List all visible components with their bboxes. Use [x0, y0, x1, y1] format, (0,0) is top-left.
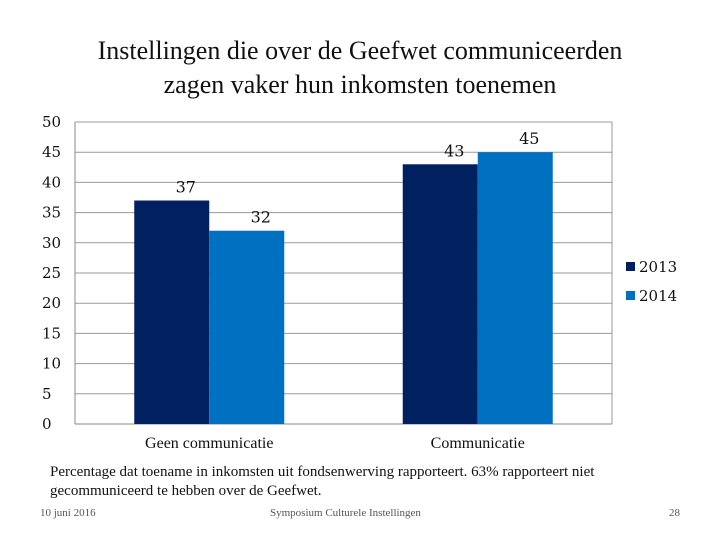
x-category-label: Geen communicatie — [145, 435, 273, 452]
y-tick-label: 10 — [42, 355, 61, 373]
y-tick-label: 15 — [42, 324, 61, 342]
bar-2013-2 — [402, 164, 478, 424]
y-tick-label: 25 — [42, 264, 61, 282]
data-label: 37 — [176, 178, 196, 197]
title-line-1: Instellingen die over de Geefwet communi… — [97, 36, 623, 65]
bar-2014-1 — [209, 230, 285, 424]
legend-swatch-2014 — [626, 291, 635, 300]
x-category-label: Communicatie — [431, 435, 525, 452]
y-tick-label: 40 — [42, 173, 61, 191]
y-tick-label: 35 — [42, 204, 61, 222]
y-tick-label: 5 — [42, 385, 52, 403]
y-tick-label: 20 — [42, 294, 61, 312]
legend-label: 2014 — [639, 287, 677, 305]
data-label: 43 — [444, 141, 464, 160]
footer-event: Symposium Culturele Instellingen — [270, 507, 421, 519]
legend-swatch-2013 — [626, 262, 635, 271]
bar-2013-1 — [134, 200, 210, 424]
slide-title: Instellingen die over de Geefwet communi… — [20, 34, 700, 102]
y-tick-label: 50 — [42, 113, 61, 131]
title-line-2: zagen vaker hun inkomsten toenemen — [163, 70, 557, 99]
data-label: 32 — [251, 208, 271, 227]
y-tick-label: 30 — [42, 234, 61, 252]
legend-label: 2013 — [639, 258, 677, 276]
footer-page-number: 28 — [669, 507, 680, 519]
bar-2014-2 — [477, 152, 553, 424]
y-tick-label: 0 — [42, 415, 52, 433]
footnote: Percentage dat toename in inkomsten uit … — [50, 464, 595, 499]
y-tick-label: 45 — [42, 143, 61, 161]
footer-date: 10 juni 2016 — [40, 507, 96, 519]
data-label: 45 — [519, 129, 539, 148]
